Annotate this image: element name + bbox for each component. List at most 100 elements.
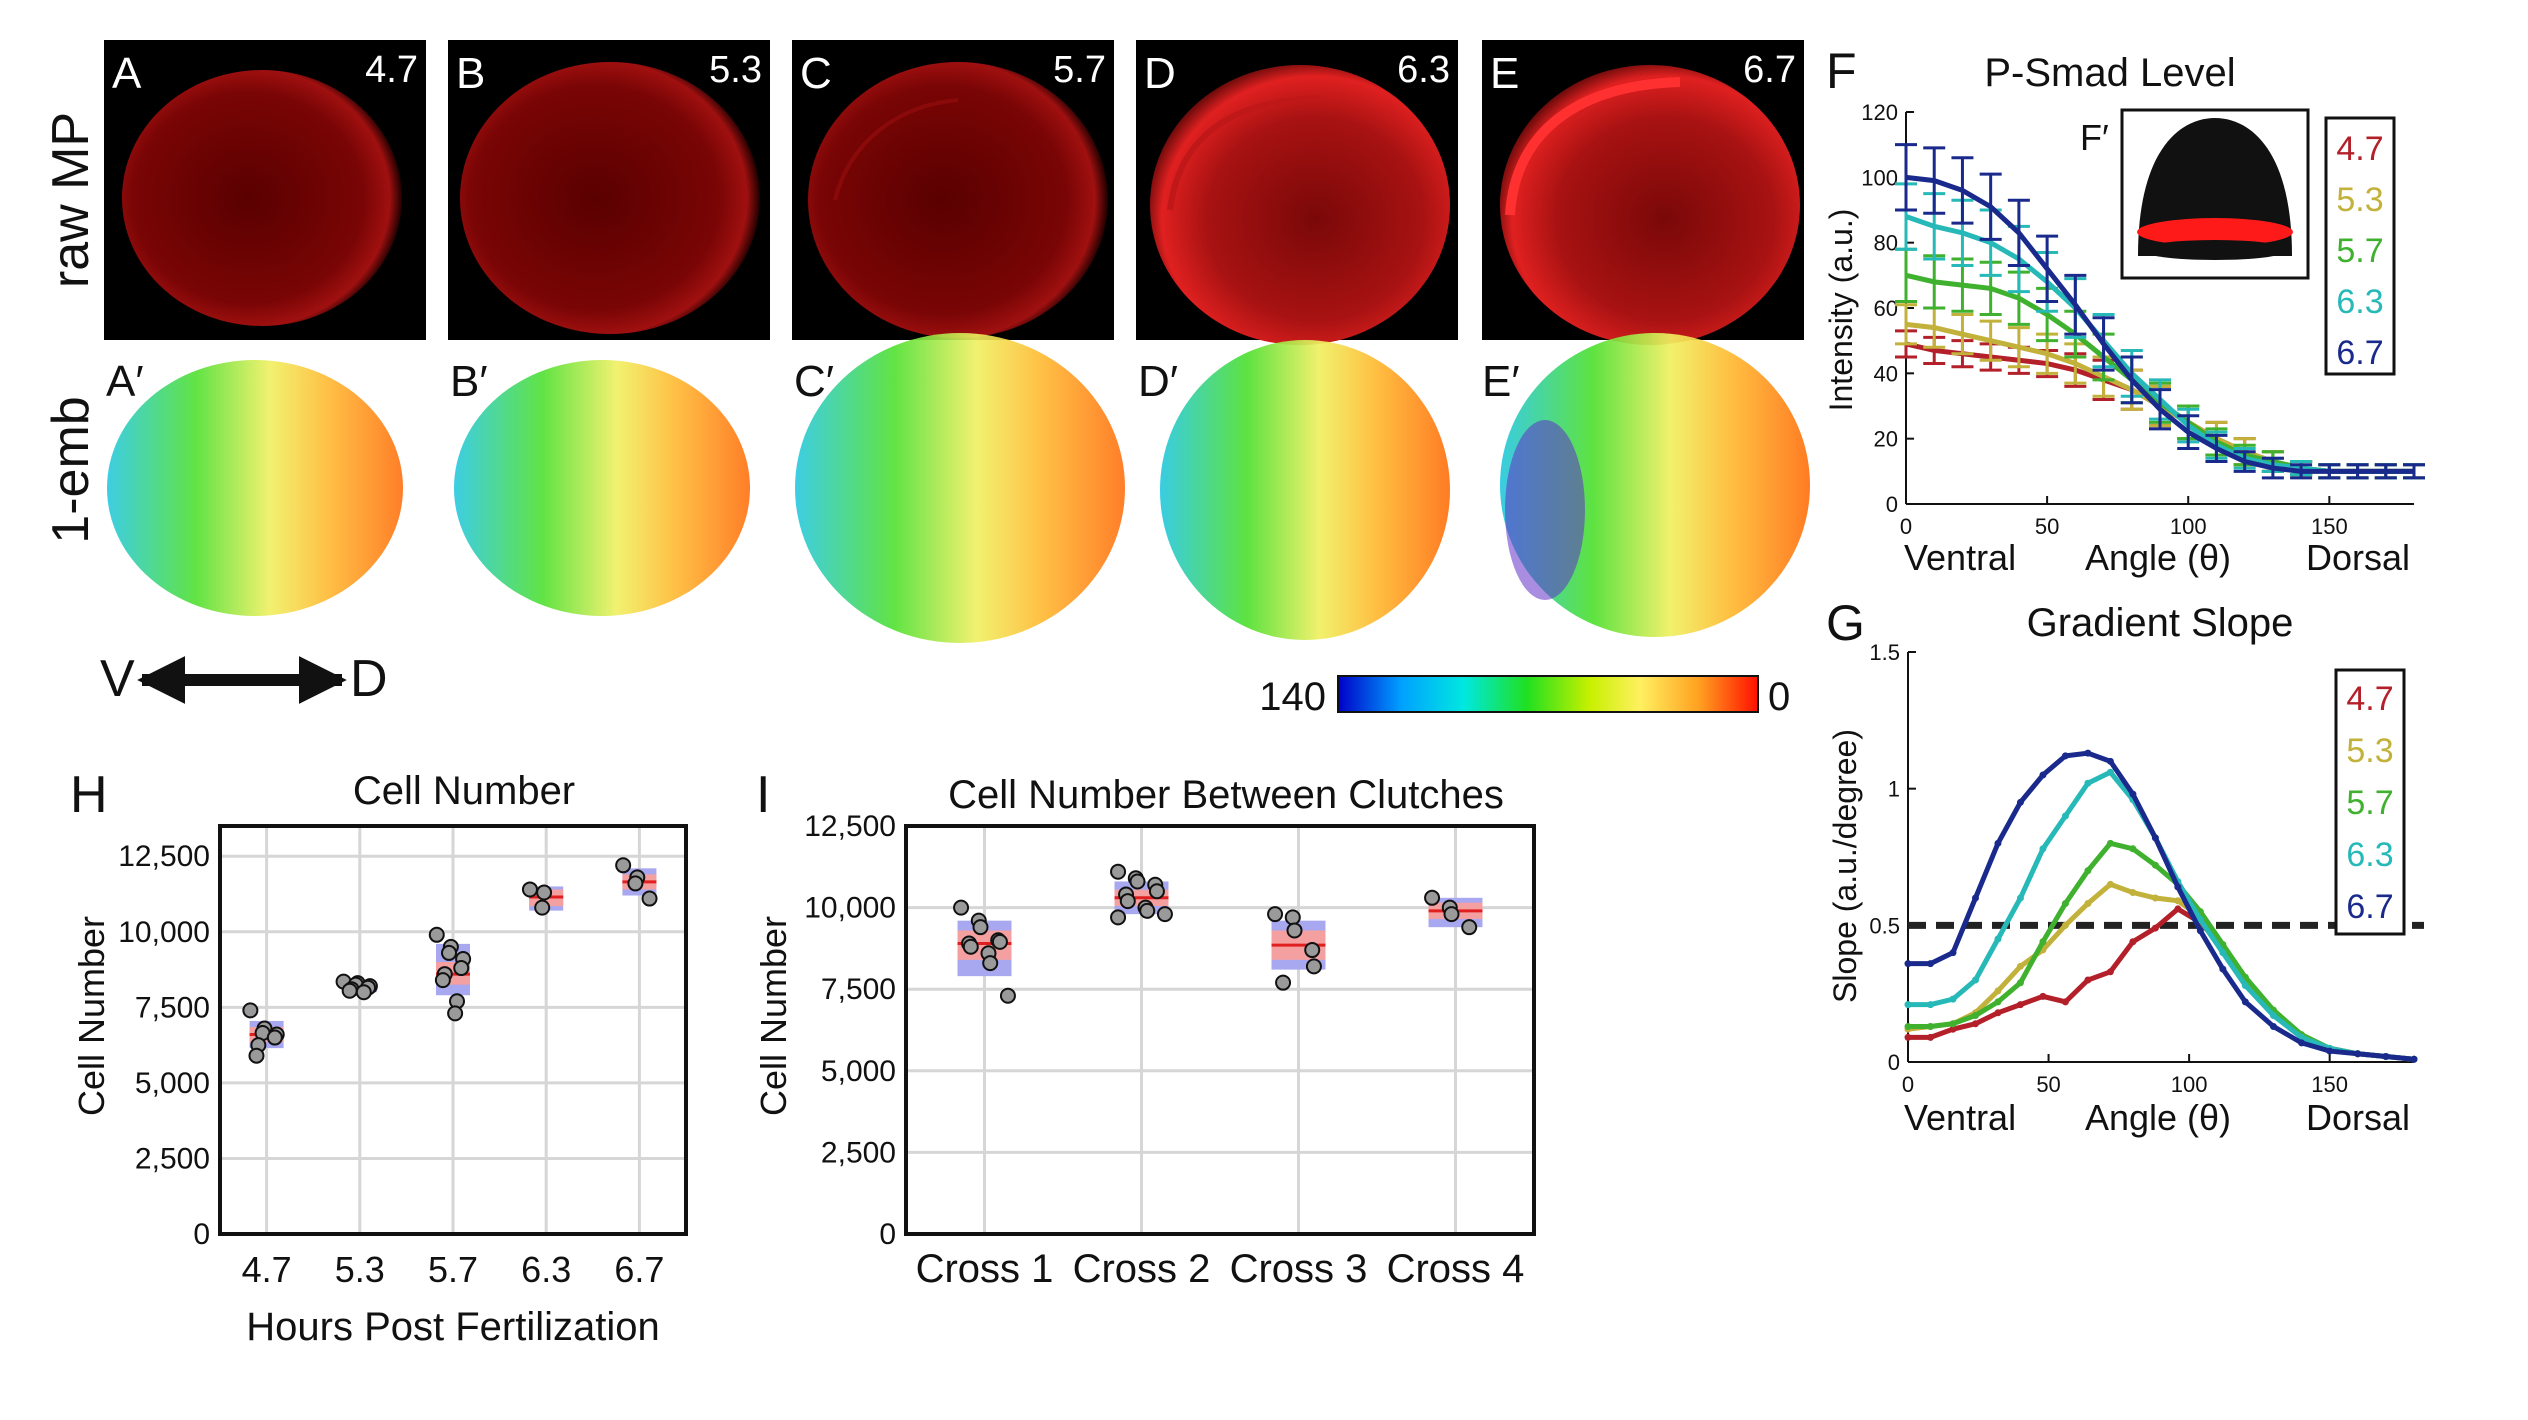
data-point: [355, 984, 372, 1001]
colorbar-gradient: [1337, 675, 1759, 713]
y-tick-label: 12,500: [804, 810, 896, 843]
raw-panel-a: A 4.7: [104, 40, 426, 340]
series-point-6.3: [2196, 916, 2204, 924]
y-tick-label: 1: [1888, 777, 1900, 802]
series-point-4.7: [1994, 1009, 2002, 1017]
chart-f-legend: 4.7 5.3 5.7 6.3 6.7: [2324, 116, 2396, 376]
chart-h-title: Cell Number: [353, 769, 575, 813]
series-point-4.7: [2016, 1001, 2024, 1009]
series-point-5.7: [2129, 845, 2137, 853]
colorbar-min-label: 140: [1259, 675, 1326, 719]
y-tick-label: 7,500: [135, 991, 210, 1024]
data-point: [521, 881, 538, 898]
legend-item-5.3: 5.3: [2336, 181, 2383, 219]
series-point-4.7: [2151, 924, 2159, 932]
x-tick-label: 150: [2311, 514, 2348, 539]
emb-panel-c: C′: [794, 333, 1125, 643]
series-point-6.7: [1904, 960, 1912, 968]
emb-panel-e: E′: [1482, 333, 1810, 637]
data-point: [627, 875, 644, 892]
y-tick-label: 12,500: [118, 840, 210, 873]
x-tick-label: 100: [2170, 514, 2207, 539]
series-point-5.7: [2084, 867, 2092, 875]
series-point-6.7: [2269, 1022, 2277, 1030]
x-tick-label: Cross 4: [1387, 1247, 1525, 1291]
x-tick-label: 50: [2036, 1072, 2060, 1097]
legend-item-5.3: 5.3: [2346, 732, 2393, 770]
legend-item-4.7: 4.7: [2346, 680, 2393, 718]
v-label: V: [100, 650, 135, 708]
panel-letter: B′: [450, 357, 488, 406]
y-tick-label: 0.5: [1869, 913, 1900, 938]
y-tick-label: 60: [1874, 296, 1898, 321]
series-point-6.3: [2061, 812, 2069, 820]
data-point: [1267, 906, 1284, 923]
chart-i-letter: I: [756, 766, 770, 824]
panel-letter: B: [456, 49, 485, 98]
row-label-raw: raw MP: [42, 112, 100, 288]
y-tick-label: 80: [1874, 231, 1898, 256]
chart-f-title: P-Smad Level: [1984, 51, 2235, 95]
series-point-6.7: [2084, 749, 2092, 757]
chart-g: G Gradient Slope Slope (a.u./degree) 0 0.…: [1826, 595, 2424, 1138]
legend-item-6.7: 6.7: [2336, 334, 2383, 372]
y-tick-label: 7,500: [821, 973, 896, 1006]
panel-time: 5.7: [1053, 49, 1106, 91]
series-point-6.3: [2016, 894, 2024, 902]
series-point-5.7: [2039, 938, 2047, 946]
series-point-5.3: [2106, 880, 2114, 888]
inset-red-ring: [2137, 218, 2293, 246]
plot-frame: [218, 824, 688, 1236]
series-point-6.7: [2106, 757, 2114, 765]
chart-h-ylabel: Cell Number: [71, 916, 112, 1116]
y-tick-label: 5,000: [821, 1055, 896, 1088]
chart-g-ylabel: Slope (a.u./degree): [1827, 729, 1863, 1003]
y-tick-label: 2,500: [821, 1136, 896, 1169]
series-point-5.3: [2129, 889, 2137, 897]
series-point-5.7: [2016, 979, 2024, 987]
series-point-6.3: [1949, 995, 1957, 1003]
series-point-6.7: [2382, 1053, 2390, 1061]
panel-letter: A′: [106, 357, 144, 406]
y-tick-label: 10,000: [804, 892, 896, 925]
data-point: [953, 899, 970, 916]
series-point-4.7: [1949, 1025, 1957, 1033]
data-point: [441, 944, 457, 961]
series-point-6.3: [2106, 768, 2114, 776]
x-tick-label: 5.7: [428, 1249, 478, 1290]
series-point-6.3: [2084, 779, 2092, 787]
panel-letter: C′: [794, 357, 834, 406]
series-point-5.3: [2174, 897, 2182, 905]
data-point: [1284, 909, 1301, 926]
series-point-6.7: [1926, 960, 1934, 968]
data-point: [982, 955, 999, 972]
emb-panel-b: B′: [450, 357, 750, 616]
x-tick-label: 6.3: [521, 1249, 571, 1290]
chart-f-xlabel-right: Dorsal: [2306, 537, 2410, 578]
y-tick-label: 10,000: [118, 916, 210, 949]
panel-letter: A: [112, 49, 142, 98]
data-point: [534, 899, 551, 916]
chart-i-axes: 0 2,500 5,000 7,500 10,000 12,500 Cross 1 Cross…: [804, 810, 1536, 1291]
chart-h-data: [242, 857, 658, 1064]
chart-g-series: [1904, 749, 2418, 1063]
y-tick-label: 1.5: [1869, 640, 1900, 665]
data-point: [434, 972, 451, 989]
panel-time: 6.7: [1743, 49, 1796, 91]
chart-f: F P-Smad Level Intensity (a.u.) 0 20 40 60 8…: [1823, 43, 2425, 578]
data-point: [1148, 883, 1165, 900]
x-tick-label: 0: [1902, 1072, 1914, 1097]
data-point: [242, 1002, 259, 1019]
chart-i-title: Cell Number Between Clutches: [948, 773, 1504, 817]
chart-i: I Cell Number Between Clutches Cell Numb…: [753, 766, 1536, 1291]
data-point: [1129, 873, 1146, 890]
series-point-5.7: [2151, 861, 2159, 869]
panel-time: 6.3: [1397, 49, 1450, 91]
data-point: [991, 933, 1008, 950]
series-point-5.7: [1949, 1020, 1957, 1028]
x-tick-label: 6.7: [614, 1249, 664, 1290]
y-tick-label: 5,000: [135, 1067, 210, 1100]
series-point-6.7: [1949, 949, 1957, 957]
data-point: [1119, 893, 1136, 910]
